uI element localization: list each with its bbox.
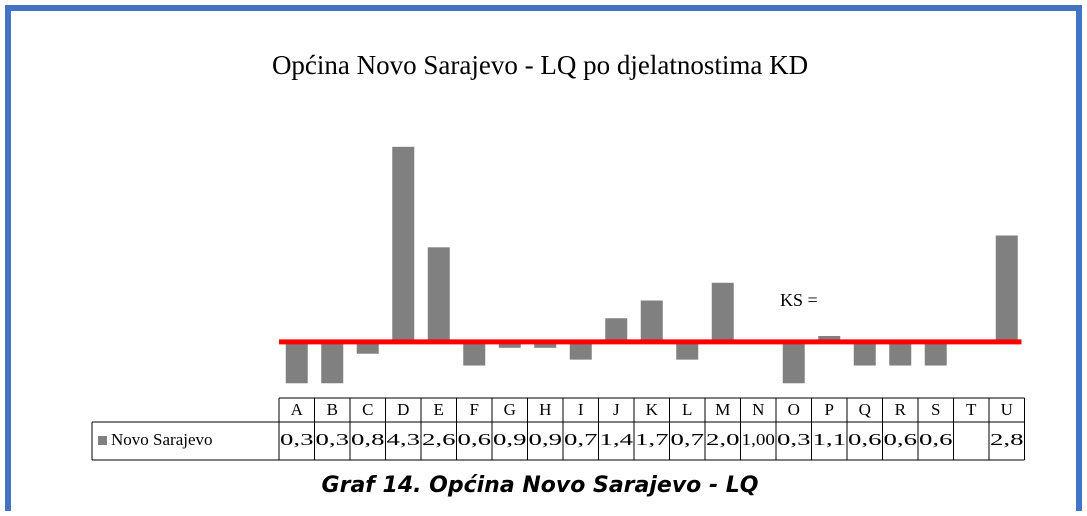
value-label: 0,7 <box>564 430 598 449</box>
bar <box>605 318 628 342</box>
bar <box>711 282 734 342</box>
category-label: M <box>715 400 730 419</box>
caption: Graf 14. Općina Novo Sarajevo - LQ <box>322 473 759 498</box>
reference-label: KS = <box>780 290 818 310</box>
value-label: 1,4 <box>600 430 634 449</box>
bar <box>676 341 699 360</box>
category-label: L <box>682 400 692 419</box>
value-label: 0,6 <box>458 430 492 449</box>
bar <box>569 341 592 360</box>
bar <box>818 335 841 342</box>
value-label: 0,3 <box>777 430 811 449</box>
value-label: 0,3 <box>316 430 350 449</box>
value-label: 0,8 <box>351 430 385 449</box>
category-label: E <box>434 400 444 419</box>
value-label: 2,6 <box>422 430 456 449</box>
legend-swatch <box>98 436 107 445</box>
value-label: 0,7 <box>671 430 705 449</box>
category-label: T <box>966 400 977 419</box>
value-label: 0,6 <box>848 430 882 449</box>
bar <box>995 235 1018 342</box>
category-label: S <box>931 400 940 419</box>
value-label: 0,6 <box>884 430 918 449</box>
value-label: 1,7 <box>635 430 669 449</box>
bar <box>285 341 308 384</box>
bar <box>498 341 521 348</box>
bar <box>534 341 557 348</box>
value-label: 4,3 <box>387 430 421 449</box>
value-label: 2,0 <box>706 430 740 449</box>
chart-title: Općina Novo Sarajevo - LQ po djelatnosti… <box>272 50 808 80</box>
bar <box>889 341 912 366</box>
value-label: 0,3 <box>280 430 314 449</box>
category-label: R <box>895 400 907 419</box>
category-label: Q <box>859 400 871 419</box>
bar <box>392 146 415 342</box>
category-label: A <box>291 400 304 419</box>
category-label: J <box>613 400 620 419</box>
category-label: N <box>752 400 764 419</box>
bar <box>427 247 450 342</box>
category-label: G <box>504 400 516 419</box>
category-label: O <box>788 400 800 419</box>
category-label: B <box>327 400 338 419</box>
value-label: 0,6 <box>919 430 953 449</box>
category-label: D <box>397 400 409 419</box>
bar <box>924 341 947 366</box>
category-label: K <box>646 400 659 419</box>
bar <box>321 341 344 384</box>
bar <box>640 300 663 342</box>
category-label: I <box>578 400 584 419</box>
legend-label: Novo Sarajevo <box>111 430 213 449</box>
value-label: 0,9 <box>493 430 527 449</box>
category-label: F <box>470 400 479 419</box>
category-label: C <box>362 400 373 419</box>
value-label: 1,00 <box>742 430 776 449</box>
category-label: H <box>539 400 551 419</box>
bar <box>463 341 486 366</box>
value-label: 0,9 <box>529 430 563 449</box>
category-label: P <box>825 400 834 419</box>
bar <box>356 341 379 354</box>
bar <box>853 341 876 366</box>
value-label: 1,1 <box>813 430 847 449</box>
category-label: U <box>1001 400 1013 419</box>
frame <box>5 5 1082 516</box>
bar <box>782 341 805 384</box>
value-label: 2,8 <box>990 430 1024 449</box>
